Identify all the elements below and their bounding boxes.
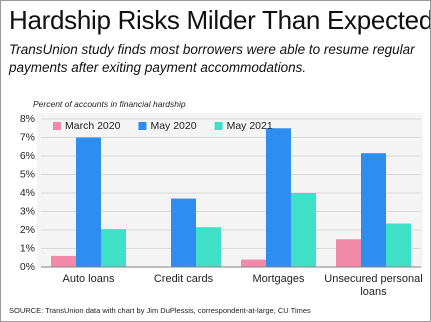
bar xyxy=(76,137,101,267)
bar xyxy=(336,239,361,267)
legend-label: May 2021 xyxy=(227,120,273,132)
y-tick-label: 6% xyxy=(20,150,35,162)
source-note: SOURCE: TransUnion data with chart by Ji… xyxy=(9,306,311,315)
y-tick-label: 2% xyxy=(20,224,35,236)
legend-swatch xyxy=(214,122,223,130)
y-tick-label: 1% xyxy=(20,242,35,254)
legend-label: May 2020 xyxy=(150,120,196,132)
bar xyxy=(171,198,196,267)
legend-label: March 2020 xyxy=(65,120,121,132)
bar xyxy=(361,153,386,267)
bar xyxy=(291,193,316,267)
bar xyxy=(266,128,291,267)
x-tick-label: Mortgages xyxy=(252,273,305,285)
y-tick-label: 0% xyxy=(20,261,35,273)
legend-swatch xyxy=(138,122,147,130)
y-tick-label: 3% xyxy=(20,205,35,217)
y-tick-label: 4% xyxy=(20,187,35,199)
bar xyxy=(51,255,76,267)
x-tick-label: Credit cards xyxy=(153,273,214,285)
chart-title: Hardship Risks Milder Than Expected xyxy=(9,5,431,35)
y-axis-label: Percent of accounts in financial hardshi… xyxy=(33,99,186,109)
x-tick-label: Auto loans xyxy=(62,273,115,285)
chart-subtitle: TransUnion study finds most borrowers we… xyxy=(9,42,415,75)
y-tick-label: 8% xyxy=(20,113,35,125)
bar xyxy=(241,259,266,267)
y-tick-label: 5% xyxy=(20,168,35,180)
bar xyxy=(196,227,221,267)
y-tick-label: 7% xyxy=(20,131,35,143)
bar xyxy=(386,223,411,267)
bar xyxy=(101,229,126,267)
legend-swatch xyxy=(53,122,61,130)
x-tick-label: Unsecured personal loans xyxy=(324,273,423,298)
